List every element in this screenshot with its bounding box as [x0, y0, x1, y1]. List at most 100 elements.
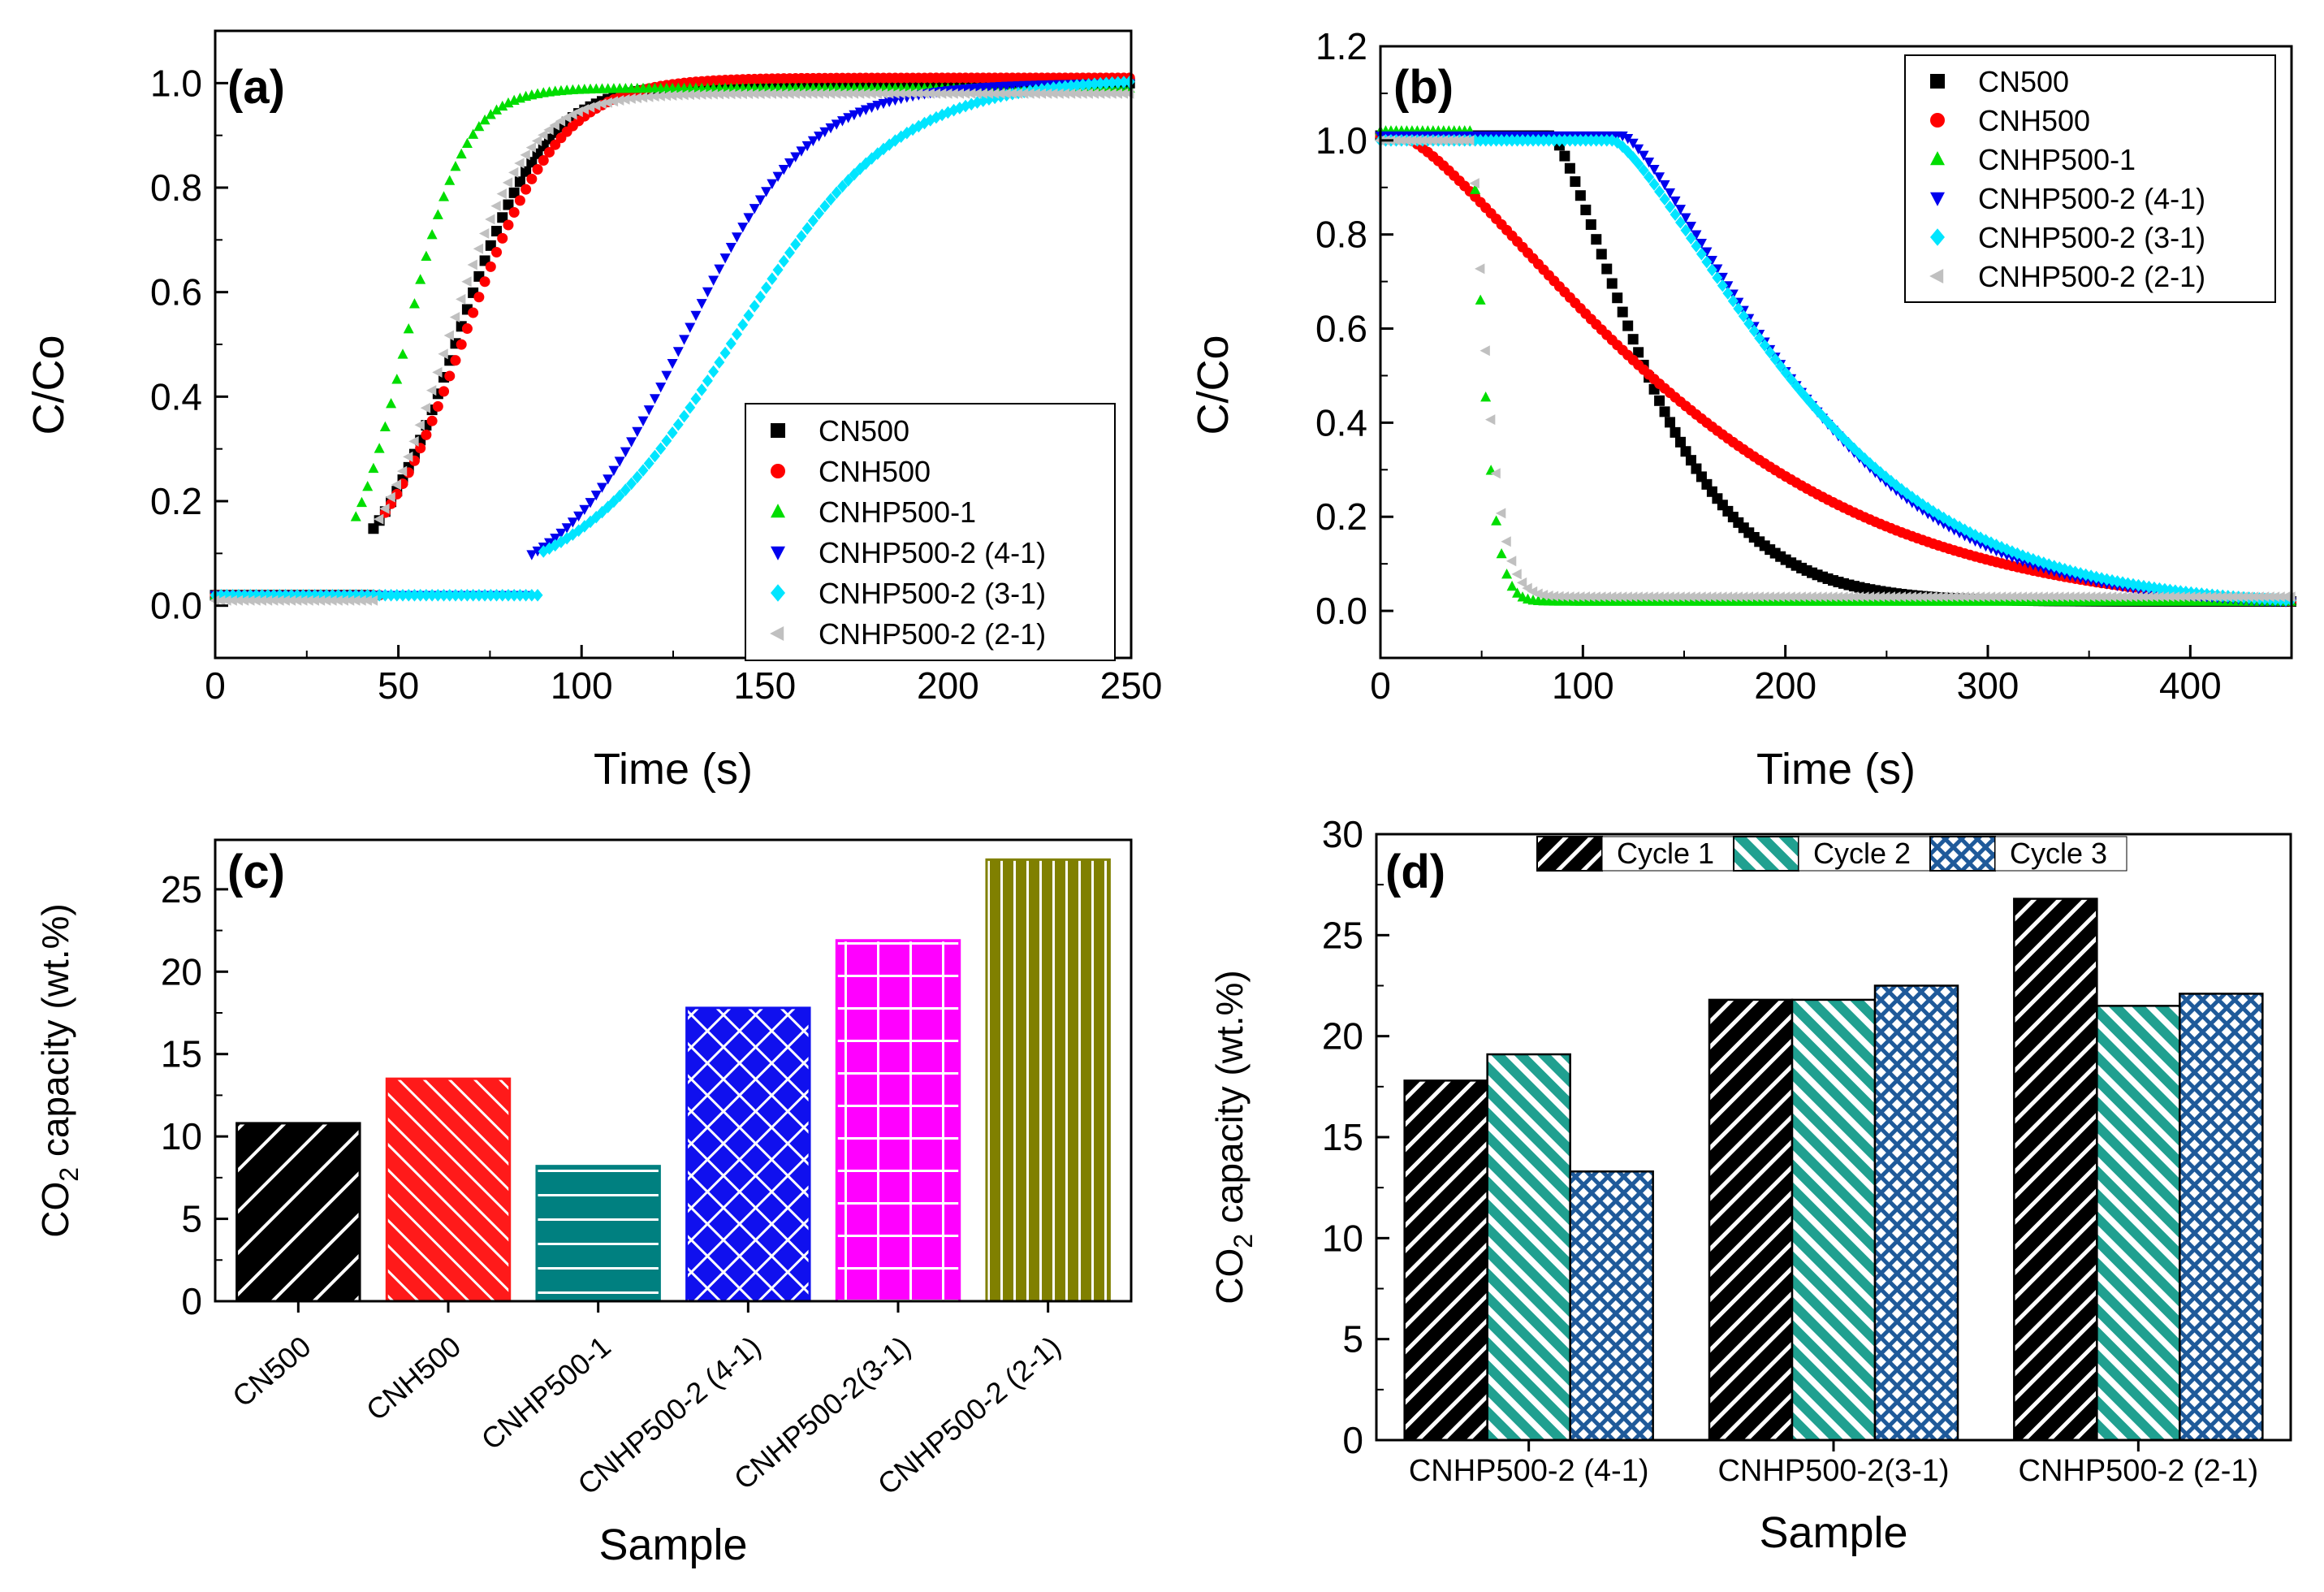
data-point	[1911, 591, 1922, 603]
data-point	[995, 88, 1005, 99]
data-point	[2095, 591, 2106, 603]
data-point	[503, 199, 514, 210]
data-point	[1848, 591, 1859, 603]
data-point	[2190, 591, 2201, 603]
data-point	[1785, 591, 1795, 603]
data-point	[814, 132, 825, 142]
data-point	[2243, 591, 2253, 603]
data-point	[1695, 591, 1706, 603]
data-point	[450, 589, 461, 602]
y-tick-label: 1.2	[1315, 25, 1367, 67]
data-point	[1065, 88, 1076, 99]
data-point	[1505, 556, 1517, 567]
data-point	[1077, 88, 1087, 99]
panel-c-ylabel-main: CO	[34, 1182, 76, 1238]
data-point	[2153, 591, 2164, 603]
data-point	[1653, 591, 1664, 603]
data-point	[2080, 568, 2092, 582]
legend-label: CNHP500-2 (2-1)	[1978, 260, 2205, 293]
data-point	[1558, 591, 1570, 602]
data-point	[426, 589, 438, 602]
data-point	[690, 310, 702, 322]
data-point	[719, 89, 730, 100]
data-point	[1575, 591, 1585, 603]
bar	[2179, 993, 2264, 1442]
data-point	[1622, 591, 1632, 603]
data-point	[1670, 208, 1681, 221]
data-point	[948, 103, 960, 117]
data-point	[2106, 573, 2118, 587]
data-point	[386, 589, 397, 602]
bar	[985, 858, 1111, 1303]
data-point	[261, 595, 273, 606]
data-point	[443, 330, 454, 341]
data-point	[1675, 205, 1687, 215]
y-tick-label: 30	[1322, 813, 1363, 855]
data-point	[684, 89, 694, 101]
x-tick-label: 250	[1100, 664, 1163, 707]
data-point	[386, 398, 397, 409]
data-point	[421, 589, 432, 602]
data-point	[1617, 131, 1628, 142]
data-point	[1875, 465, 1886, 479]
data-point	[766, 88, 777, 99]
data-point	[1501, 568, 1513, 579]
data-point	[743, 309, 754, 322]
legend-label: CNHP500-2 (4-1)	[1978, 182, 2205, 215]
data-point	[368, 462, 379, 474]
data-point	[403, 323, 414, 334]
data-point	[1906, 591, 1916, 603]
data-point	[468, 589, 479, 602]
data-point	[2274, 591, 2285, 603]
data-point	[2179, 591, 2191, 603]
data-point	[543, 146, 555, 158]
data-point	[461, 276, 472, 288]
panel-b: 0 100 200 300 400 0.0 0.2 0.4 0.6 0.8 1.0 1.2 (b) T…	[1189, 25, 2297, 794]
data-point	[626, 477, 637, 491]
data-point	[1727, 294, 1739, 308]
data-point	[1575, 190, 1586, 201]
data-point	[555, 115, 566, 127]
bar	[1486, 1053, 1571, 1442]
data-point	[1654, 172, 1665, 183]
data-point	[643, 91, 654, 102]
data-point	[2085, 591, 2096, 603]
panel-d-legend: Cycle 1 Cycle 2 Cycle 3	[1536, 836, 2127, 872]
data-point	[521, 166, 532, 177]
data-point	[1570, 176, 1581, 188]
data-point	[1437, 135, 1448, 146]
data-point	[1458, 135, 1469, 146]
panel-b-ylabel: C/Co	[1189, 335, 1238, 435]
data-point	[1638, 150, 1649, 161]
data-point	[508, 589, 520, 602]
data-point	[771, 88, 783, 99]
data-point	[573, 524, 585, 537]
data-point	[561, 523, 572, 534]
data-point	[1738, 591, 1748, 603]
data-point	[696, 89, 706, 100]
data-point	[450, 355, 461, 366]
data-point	[1596, 249, 1607, 260]
data-point	[343, 595, 355, 606]
y-tick-label: 0.8	[150, 167, 202, 209]
data-point	[719, 346, 731, 360]
data-point	[1732, 591, 1743, 603]
data-point	[415, 274, 426, 284]
data-point	[1748, 324, 1760, 338]
x-tick-label: 200	[1754, 664, 1816, 707]
data-point	[508, 206, 520, 218]
data-point	[626, 437, 637, 448]
data-point	[2027, 591, 2038, 603]
legend-label: Cycle 2	[1813, 837, 1911, 870]
data-point	[1963, 591, 1975, 603]
bar	[1403, 1079, 1488, 1442]
legend-marker	[770, 626, 784, 641]
data-point	[2211, 591, 2222, 603]
data-point	[702, 287, 713, 298]
data-point	[1880, 591, 1890, 603]
data-point	[790, 238, 801, 251]
data-point	[749, 300, 760, 313]
data-point	[2048, 591, 2058, 603]
data-point	[672, 347, 684, 357]
data-point	[420, 402, 431, 413]
